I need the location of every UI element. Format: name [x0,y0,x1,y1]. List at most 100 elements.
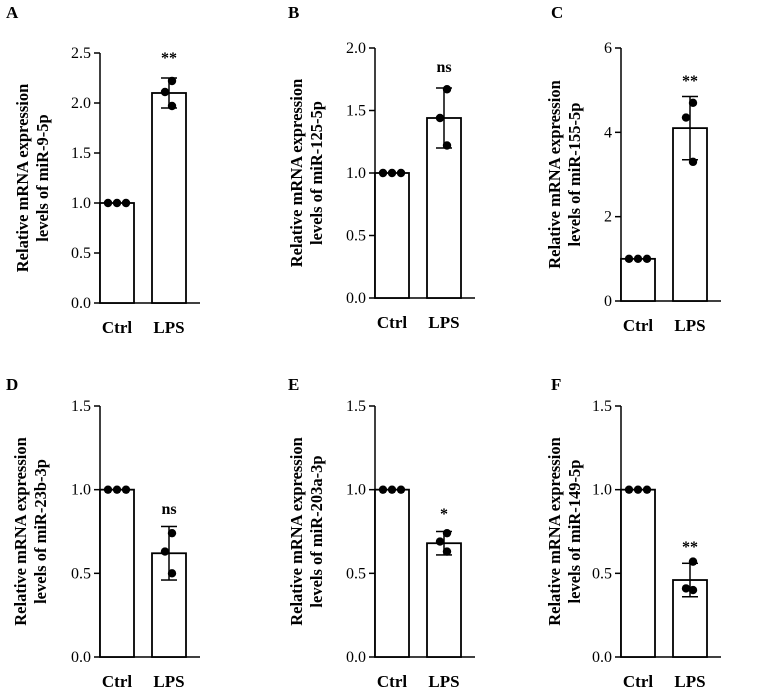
data-point [387,485,397,494]
x-category-label: LPS [674,672,705,691]
y-axis-title-line1: Relative mRNA expression [287,437,306,626]
y-tick-label: 6 [604,40,612,57]
data-point [688,557,698,566]
y-axis-title-line1: Relative mRNA expression [11,437,30,626]
significance-label: ** [161,50,177,67]
significance-label: ns [161,501,176,518]
bar-ctrl [374,172,410,299]
y-axis-title-line2: levels of miR-23b-3p [31,459,50,604]
y-tick-label: 0.0 [346,290,366,307]
y-tick-label: 0.0 [592,649,612,666]
data-point [624,254,634,264]
bar-ctrl [620,488,656,658]
data-point [688,98,698,108]
data-point [442,141,452,150]
data-point [121,198,131,208]
data-point [681,113,691,122]
data-point [442,528,452,538]
bar-lps [151,92,187,304]
data-point [435,537,445,546]
x-category-label: Ctrl [377,672,407,691]
data-point [378,168,388,178]
data-point [103,485,113,494]
y-tick-label: 1.0 [346,165,366,182]
data-point [688,585,698,595]
data-point [442,547,452,556]
x-category-label: Ctrl [377,313,407,332]
y-tick-label: 0.0 [71,295,91,312]
y-tick-label: 1.5 [592,398,612,415]
x-category-label: LPS [674,316,705,335]
x-category-label: LPS [153,318,184,337]
y-tick-label: 0.0 [346,649,366,666]
data-point [167,101,177,111]
data-point [624,485,634,494]
bar-lps [426,542,462,658]
bar-ctrl [374,488,410,658]
data-point [112,485,122,494]
y-tick-label: 0.5 [346,228,366,245]
data-point [633,485,643,494]
y-tick-label: 2.0 [346,40,366,57]
data-point [688,157,698,167]
chart-panel-d: D 0.0 0.5 1.0 1.5 Relative mRNA expression lev… [6,375,200,691]
bar-ctrl [620,257,656,302]
significance-label: ns [436,59,451,76]
significance-label: * [440,506,448,523]
significance-label: ** [682,539,698,556]
data-point [167,76,177,86]
data-point [378,485,388,494]
x-category-label: Ctrl [102,318,132,337]
chart-panel-c: C 0 2 4 6 Relative mRNA expression levels of m… [545,3,721,335]
y-tick-label: 0 [604,293,612,310]
y-tick-label: 1.0 [71,482,91,499]
bar-ctrl [99,202,135,304]
data-point [112,198,122,208]
chart-panel-e: E 0.0 0.5 1.0 1.5 Relative mRNA expression lev… [287,375,475,691]
data-point [160,547,170,556]
data-point [633,254,643,264]
x-category-label: LPS [428,672,459,691]
panel-letter: A [6,3,19,22]
chart-panel-a: A 0.0 0.5 1.0 1.5 2.0 2.5 Relative mRNA express… [6,3,200,337]
y-axis-title-line2: levels of miR-149-5p [565,460,584,604]
data-point [396,168,406,178]
y-tick-label: 0.5 [71,245,91,262]
data-point [681,584,691,593]
y-tick-label: 2.5 [71,45,91,62]
data-point [435,113,445,123]
y-tick-label: 0.5 [346,565,366,582]
y-tick-label: 0.0 [71,649,91,666]
y-tick-label: 2 [604,209,612,226]
y-tick-label: 1.0 [346,482,366,499]
data-point [121,485,131,494]
y-tick-label: 0.5 [592,565,612,582]
panel-letter: D [6,375,18,394]
x-category-label: Ctrl [623,672,653,691]
y-tick-label: 1.0 [71,195,91,212]
data-point [442,85,452,94]
panel-letter: B [288,3,299,22]
data-point [387,168,397,178]
y-axis-title-line1: Relative mRNA expression [13,84,32,273]
data-point [160,87,170,97]
y-tick-label: 4 [604,124,612,141]
panel-letter: C [551,3,563,22]
data-point [167,569,177,578]
y-axis-title-line1: Relative mRNA expression [287,79,306,268]
bar-ctrl [99,488,135,658]
y-tick-label: 2.0 [71,95,91,112]
data-point [396,485,406,494]
y-axis-title-line1: Relative mRNA expression [545,437,564,626]
data-point [167,528,177,538]
y-axis-title-line2: levels of miR-155-5p [565,103,584,247]
data-point [642,485,652,494]
panel-letter: F [551,375,561,394]
y-axis-title-line1: Relative mRNA expression [545,80,564,269]
y-tick-label: 0.5 [71,565,91,582]
data-point [103,198,113,208]
y-tick-label: 1.5 [346,398,366,415]
y-axis-title-line2: levels of miR-9-5p [33,114,52,241]
y-axis-title-line2: levels of miR-125-5p [307,101,326,245]
